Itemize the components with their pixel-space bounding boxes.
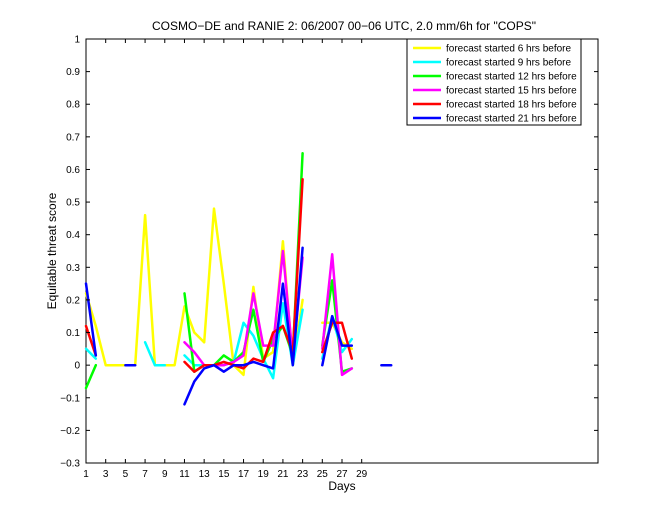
legend-item: forecast started 15 hrs before: [413, 86, 577, 97]
legend: forecast started 6 hrs before forecast st…: [406, 38, 582, 126]
legend-label: forecast started 9 hrs before: [446, 58, 572, 69]
x-tick-label: 3: [103, 469, 109, 480]
legend-item: forecast started 21 hrs before: [413, 114, 577, 125]
y-tick-label: −0.1: [60, 393, 80, 404]
x-tick-label: 19: [258, 469, 270, 480]
y-tick-label: −0.3: [60, 459, 80, 470]
x-tick-label: 23: [297, 469, 309, 480]
series-2-line-segment: [84, 347, 98, 360]
x-tick-label: 27: [336, 469, 348, 480]
x-tick-label: 11: [179, 469, 190, 480]
legend-items: forecast started 6 hrs before forecast st…: [413, 44, 577, 125]
y-tick-label: 0.1: [66, 328, 80, 339]
series-6: [84, 246, 393, 406]
y-tick-label: 0.2: [66, 295, 80, 306]
x-tick-label: 7: [142, 469, 148, 480]
legend-label: forecast started 12 hrs before: [446, 72, 577, 83]
ticks-layer: 1 3 5 7 9 11 13 15 17 19 21 23 25 27 29−0.3−0.2−0.100.…: [60, 35, 598, 480]
legend-item: forecast started 9 hrs before: [413, 58, 572, 69]
legend-label: forecast started 15 hrs before: [446, 86, 577, 97]
legend-label: forecast started 6 hrs before: [446, 44, 572, 55]
y-tick-label: 0.8: [66, 100, 80, 111]
x-tick-label: 5: [123, 469, 129, 480]
y-axis-label: Equitable threat score: [45, 192, 59, 309]
y-tick-label: 0.6: [66, 165, 80, 176]
y-tick-label: 0.7: [66, 132, 80, 143]
y-tick-label: 0.3: [66, 263, 80, 274]
x-axis-label: Days: [328, 479, 355, 493]
y-tick-label: 0.5: [66, 198, 80, 209]
series-4-line-segment: [321, 253, 354, 377]
series-6-line-segment: [321, 314, 354, 367]
chart-title: COSMO−DE and RANIE 2: 06/2007 00−06 UTC,…: [152, 19, 536, 33]
legend-item: forecast started 6 hrs before: [413, 44, 572, 55]
x-tick-label: 13: [199, 469, 211, 480]
series-layer: [84, 151, 393, 406]
x-tick-label: 15: [218, 469, 230, 480]
series-3-line-segment: [84, 363, 98, 390]
y-tick-label: 0.9: [66, 67, 80, 78]
y-tick-label: −0.2: [60, 426, 80, 437]
legend-item: forecast started 18 hrs before: [413, 100, 577, 111]
x-tick-label: 25: [317, 469, 329, 480]
x-tick-label: 17: [238, 469, 250, 480]
y-tick-label: 0.4: [66, 230, 80, 241]
x-tick-label: 9: [162, 469, 168, 480]
legend-label: forecast started 18 hrs before: [446, 100, 577, 111]
series-6-line-segment: [183, 246, 304, 406]
x-tick-label: 29: [356, 469, 368, 480]
legend-box: [406, 38, 582, 126]
x-tick-label: 21: [277, 469, 289, 480]
series-2-line-segment: [143, 341, 167, 367]
legend-item: forecast started 12 hrs before: [413, 72, 577, 83]
series-5-line-segment: [183, 177, 304, 373]
x-tick-label: 1: [83, 469, 89, 480]
legend-label: forecast started 21 hrs before: [446, 114, 577, 125]
y-tick-label: 0: [74, 361, 80, 372]
series-6-line-segment: [84, 282, 98, 357]
y-tick-label: 1: [74, 35, 80, 46]
